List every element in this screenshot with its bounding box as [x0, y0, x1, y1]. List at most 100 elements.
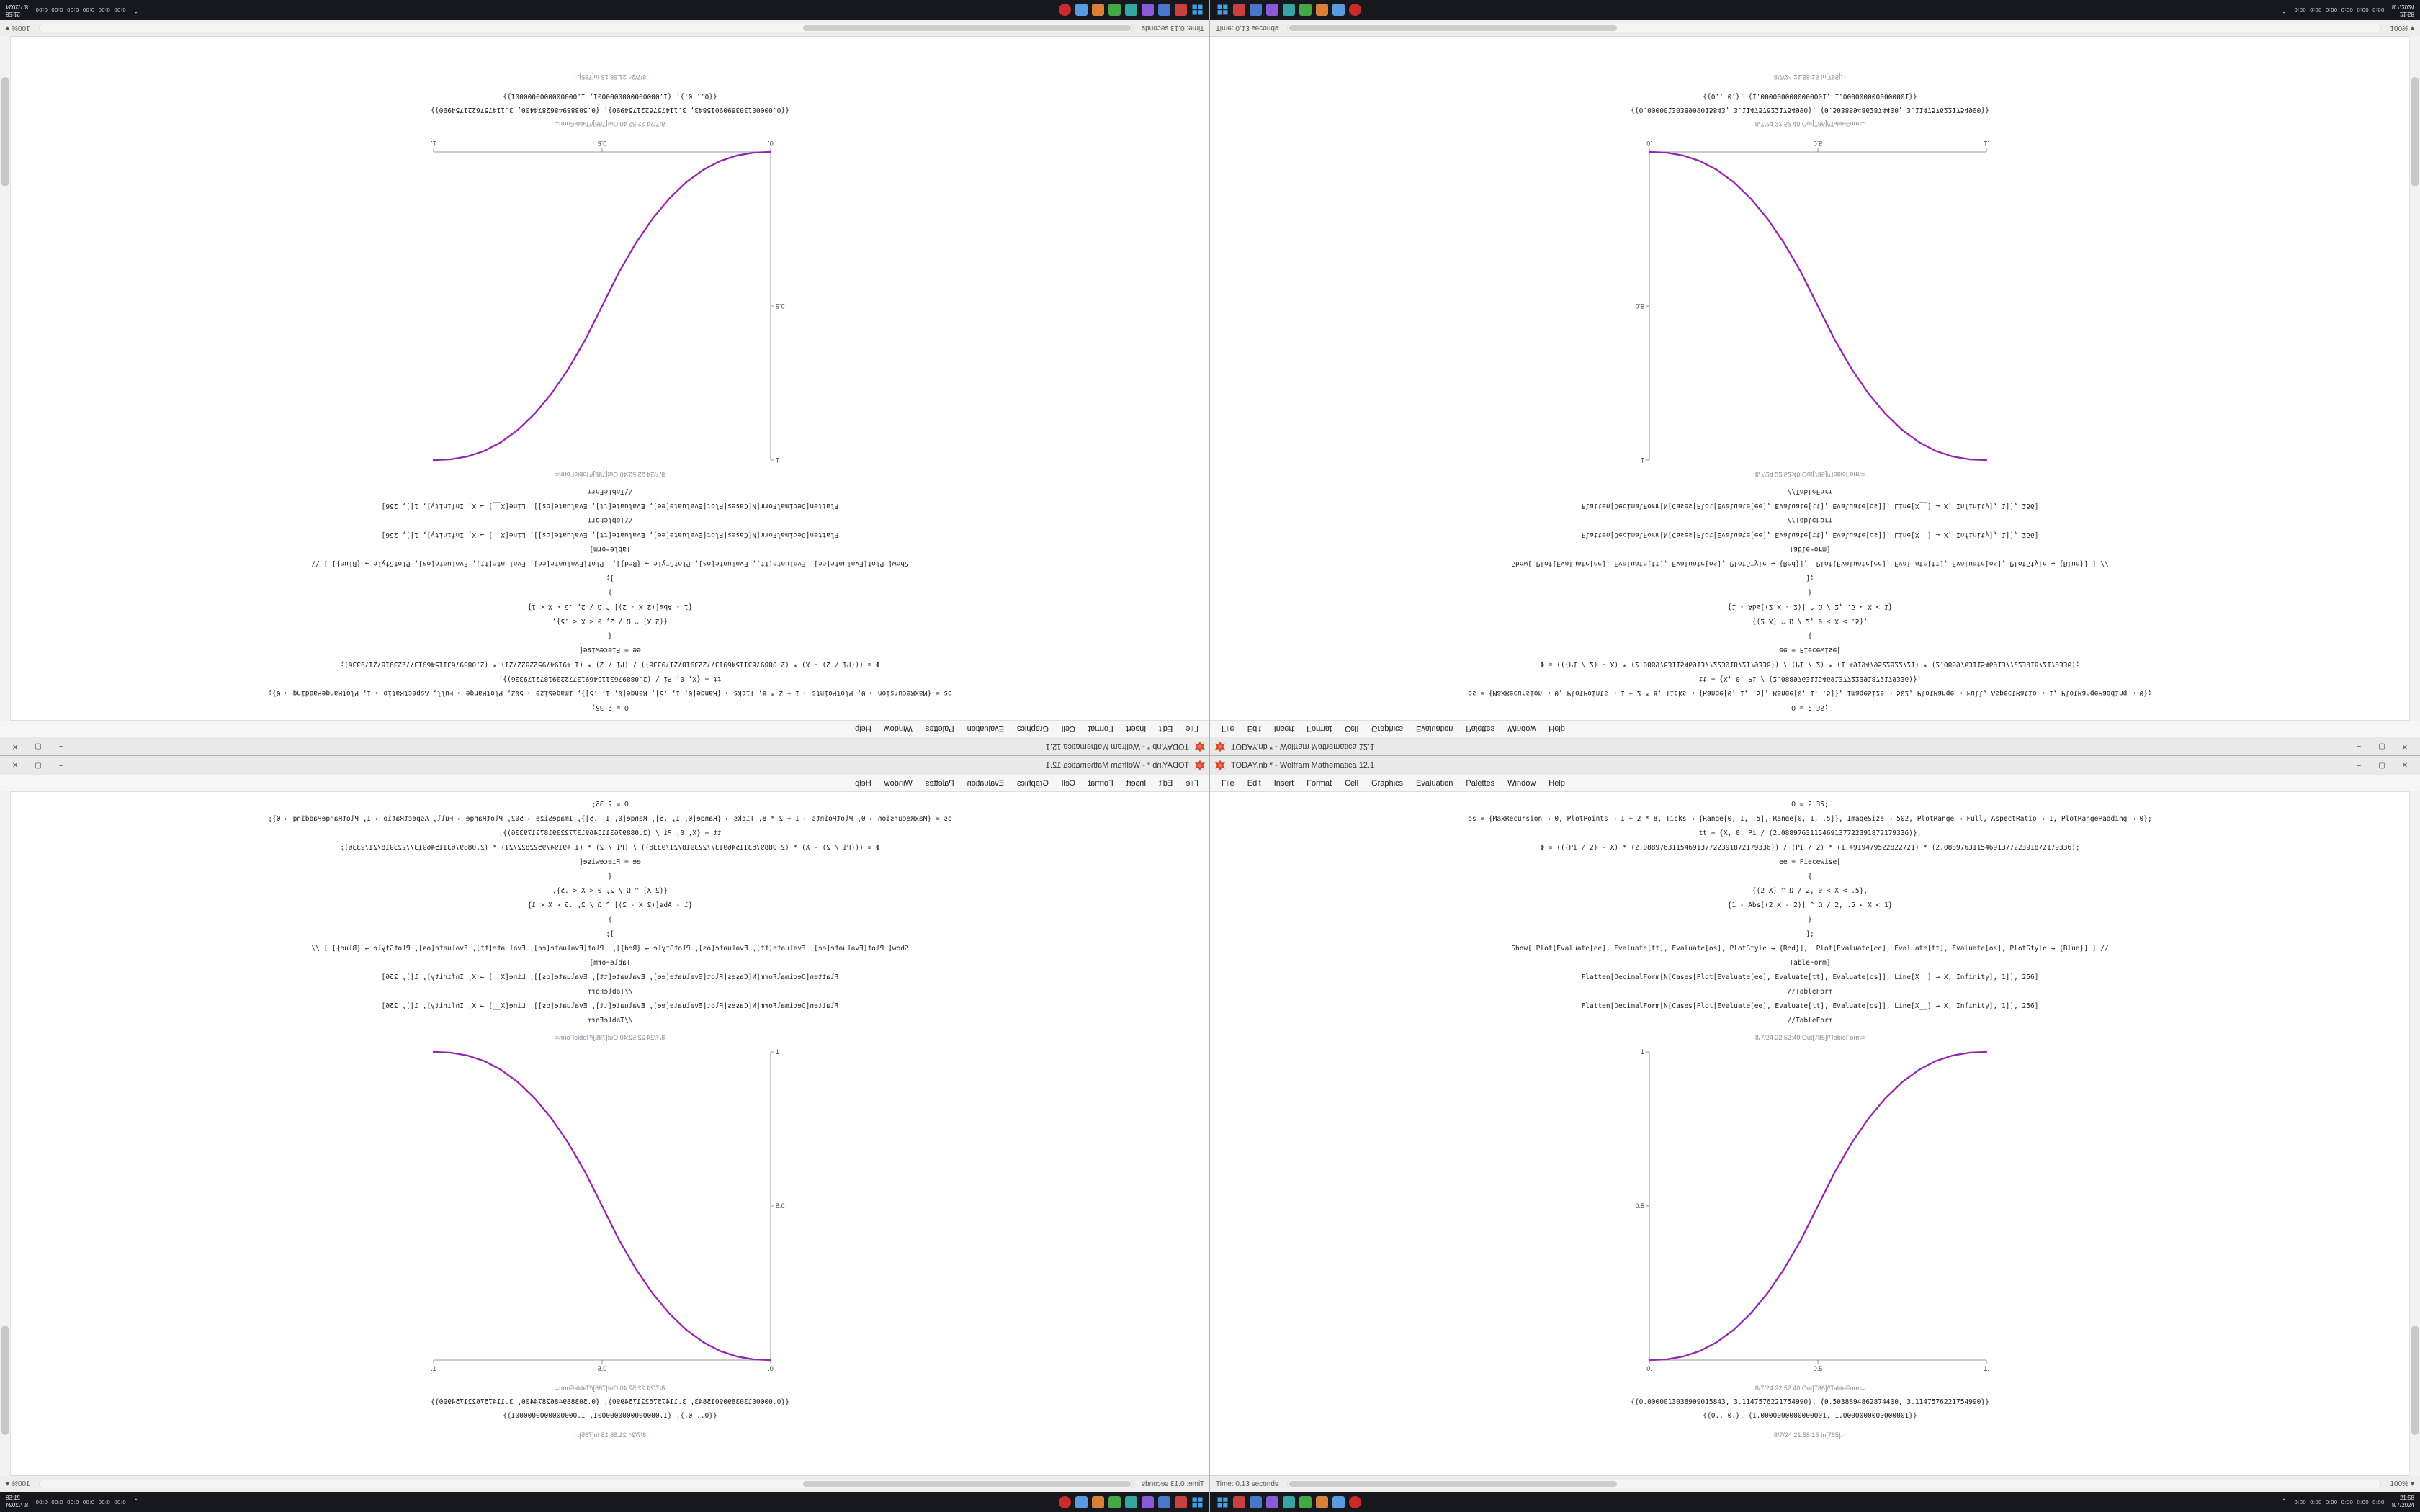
code-line[interactable]: //TableForm: [1787, 1017, 1833, 1025]
taskbar-app-2[interactable]: [1158, 4, 1170, 17]
taskbar-app-5[interactable]: [1108, 1495, 1121, 1508]
menu-item[interactable]: Edit: [1159, 724, 1173, 733]
menu-item[interactable]: Insert: [1273, 779, 1294, 788]
taskbar-app-7[interactable]: [1075, 1495, 1088, 1508]
menu-item[interactable]: Graphics: [1371, 724, 1404, 733]
menu-item[interactable]: Cell: [1345, 724, 1359, 733]
code-line[interactable]: {(2 X) ^ Ω / 2, 0 < X < .5},: [1752, 887, 1868, 895]
taskbar-app-3[interactable]: [1142, 1495, 1154, 1508]
taskbar-clock[interactable]: 21:58 8/7/2024: [6, 3, 28, 17]
taskbar-app-4[interactable]: [1125, 4, 1137, 17]
code-line[interactable]: ee = Piecewise[: [1779, 646, 1841, 654]
code-line[interactable]: Show[ Plot[Evaluate[ee], Evaluate[tt], E…: [311, 559, 909, 567]
code-line[interactable]: ];: [606, 574, 614, 582]
code-line[interactable]: {: [1808, 873, 1812, 881]
title-bar[interactable]: TODAY.nb * - Wolfram Mathematica 12.1 – …: [0, 737, 1210, 756]
title-bar[interactable]: TODAY.nb * - Wolfram Mathematica 12.1 – …: [0, 756, 1210, 775]
menu-item[interactable]: Evaluation: [967, 779, 1004, 788]
code-line[interactable]: tt = {X, 0, Pi / (2.08897631154691377223…: [498, 675, 722, 683]
code-line[interactable]: tt = {X, 0, Pi / (2.08897631154691377223…: [498, 829, 722, 837]
maximize-button[interactable]: ▢: [35, 742, 42, 751]
code-line[interactable]: Ω = 2.35;: [1791, 801, 1829, 809]
code-line[interactable]: {(2 X) ^ Ω / 2, 0 < X < .5},: [552, 617, 668, 625]
code-line[interactable]: {(2 X) ^ Ω / 2, 0 < X < .5},: [552, 887, 668, 895]
menu-item[interactable]: Cell: [1061, 724, 1075, 733]
tray-expand-icon[interactable]: ⌃: [133, 6, 139, 14]
horizontal-scrollbar[interactable]: [38, 24, 1134, 32]
taskbar-app-5[interactable]: [1299, 1495, 1312, 1508]
zoom-control[interactable]: 100% ▾: [6, 24, 30, 32]
code-line[interactable]: Φ = (((Pi / 2) - X) * (2.088976311546913…: [1540, 660, 2080, 668]
code-line[interactable]: TableForm]: [589, 545, 631, 553]
code-line[interactable]: Flatten[DecimalForm[N[Cases[Plot[Evaluat…: [1581, 973, 2039, 981]
code-line[interactable]: os = {MaxRecursion → 0, PlotPoints → 1 +…: [1468, 815, 2152, 823]
code-line[interactable]: }: [1808, 588, 1812, 596]
notebook-content[interactable]: Ω = 2.35; os = {MaxRecursion → 0, PlotPoi…: [1210, 792, 2410, 1475]
code-line[interactable]: ];: [1806, 574, 1814, 582]
horizontal-scrollbar[interactable]: [1286, 1480, 2382, 1488]
taskbar-clock[interactable]: 21:58 8/7/2024: [6, 1495, 28, 1508]
taskbar-app-1[interactable]: [1233, 1495, 1245, 1508]
taskbar-app-1[interactable]: [1175, 1495, 1187, 1508]
taskbar-app-5[interactable]: [1108, 4, 1121, 17]
code-line[interactable]: {: [1808, 631, 1812, 639]
zoom-control[interactable]: 100% ▾: [2390, 1480, 2414, 1488]
code-line[interactable]: Φ = (((Pi / 2) - X) * (2.088976311546913…: [340, 844, 880, 852]
menu-item[interactable]: Help: [1549, 779, 1565, 788]
menu-item[interactable]: Window: [1507, 779, 1536, 788]
notebook-content[interactable]: Ω = 2.35; os = {MaxRecursion → 0, PlotPoi…: [10, 792, 1210, 1475]
menu-item[interactable]: Palettes: [1466, 779, 1495, 788]
taskbar-app-7[interactable]: [1332, 1495, 1345, 1508]
taskbar-clock[interactable]: 21:58 8/7/2024: [2392, 1495, 2414, 1508]
horizontal-scrollbar[interactable]: [38, 1480, 1134, 1488]
zoom-control[interactable]: 100% ▾: [6, 1480, 30, 1488]
code-line[interactable]: //TableForm: [587, 988, 633, 996]
code-line[interactable]: os = {MaxRecursion → 0, PlotPoints → 1 +…: [268, 815, 952, 823]
title-bar[interactable]: TODAY.nb * - Wolfram Mathematica 12.1 – …: [1210, 737, 2420, 756]
close-button[interactable]: ✕: [12, 742, 19, 751]
code-line[interactable]: Flatten[DecimalForm[N[Cases[Plot[Evaluat…: [1581, 1002, 2039, 1010]
code-line[interactable]: //TableForm: [1787, 988, 1833, 996]
taskbar-app-4[interactable]: [1125, 1495, 1137, 1508]
close-button[interactable]: ✕: [2401, 761, 2408, 770]
menu-item[interactable]: Graphics: [1371, 779, 1404, 788]
start-button[interactable]: [1216, 4, 1229, 17]
menu-item[interactable]: Graphics: [1016, 779, 1049, 788]
menu-item[interactable]: Edit: [1159, 779, 1173, 788]
minimize-button[interactable]: –: [2357, 761, 2361, 770]
taskbar-app-8[interactable]: [1349, 4, 1361, 17]
menu-item[interactable]: File: [1186, 724, 1198, 733]
taskbar-app-3[interactable]: [1142, 4, 1154, 17]
code-line[interactable]: ];: [1806, 930, 1814, 938]
menu-item[interactable]: Edit: [1247, 779, 1261, 788]
taskbar-app-7[interactable]: [1332, 4, 1345, 17]
menu-item[interactable]: Insert: [1126, 779, 1147, 788]
code-line[interactable]: Show[ Plot[Evaluate[ee], Evaluate[tt], E…: [1511, 559, 2109, 567]
tray-expand-icon[interactable]: ⌃: [2281, 1498, 2287, 1506]
notebook-content[interactable]: Ω = 2.35; os = {MaxRecursion → 0, PlotPoi…: [10, 37, 1210, 720]
taskbar-app-8[interactable]: [1349, 1495, 1361, 1508]
menu-item[interactable]: Cell: [1061, 779, 1075, 788]
code-line[interactable]: //TableForm: [1787, 487, 1833, 495]
menu-item[interactable]: Window: [884, 779, 913, 788]
taskbar-app-6[interactable]: [1092, 1495, 1104, 1508]
menu-item[interactable]: Evaluation: [1416, 779, 1453, 788]
code-line[interactable]: Flatten[DecimalForm[N[Cases[Plot[Evaluat…: [381, 1002, 839, 1010]
menu-item[interactable]: File: [1222, 779, 1234, 788]
code-line[interactable]: {1 - Abs[(2 X - 2)] ^ Ω / 2, .5 < X < 1}: [1727, 603, 1893, 611]
menu-item[interactable]: Format: [1088, 779, 1113, 788]
code-line[interactable]: {: [608, 873, 612, 881]
scrollbar-thumb[interactable]: [2411, 77, 2419, 187]
code-line[interactable]: }: [608, 588, 612, 596]
code-line[interactable]: //TableForm: [1787, 516, 1833, 524]
taskbar-app-4[interactable]: [1283, 4, 1295, 17]
menu-item[interactable]: Palettes: [925, 724, 954, 733]
title-bar[interactable]: TODAY.nb * - Wolfram Mathematica 12.1 – …: [1210, 756, 2420, 775]
tray-expand-icon[interactable]: ⌃: [133, 1498, 139, 1506]
code-line[interactable]: ];: [606, 930, 614, 938]
code-line[interactable]: os = {MaxRecursion → 0, PlotPoints → 1 +…: [1468, 689, 2152, 697]
menu-item[interactable]: Format: [1088, 724, 1113, 733]
menu-item[interactable]: Help: [855, 779, 871, 788]
code-line[interactable]: Flatten[DecimalForm[N[Cases[Plot[Evaluat…: [1581, 531, 2039, 539]
menu-item[interactable]: Format: [1307, 724, 1332, 733]
